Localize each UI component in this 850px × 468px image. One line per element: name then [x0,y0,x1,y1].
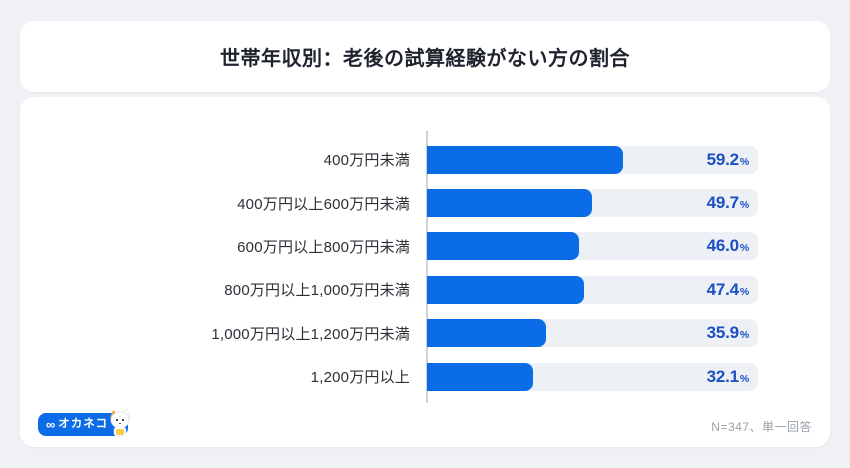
chart-row: 400万円以上600万円未満 49.7 % [20,181,790,224]
value-number: 59.2 [706,149,739,169]
value-label: 46.0 % [706,236,750,256]
category-label: 800万円以上1,000万円未満 [224,282,410,300]
category-label: 1,000万円以上1,200万円未満 [211,325,410,343]
sample-note: N=347、単一回答 [711,420,812,434]
value-number: 46.0 [706,236,739,256]
bar-track: 35.9 % [427,319,758,348]
value-label: 59.2 % [706,149,750,170]
value-number: 47.4 [706,279,739,299]
category-label: 400万円未満 [323,152,410,170]
bar-track: 46.0 % [427,232,758,261]
bar-track: 47.4 % [427,275,758,304]
page-title: 世帯年収別：老後の試算経験がない方の割合 [220,48,630,70]
value-unit: % [739,329,749,342]
value-unit: % [739,372,749,385]
category-label: 400万円以上600万円未満 [237,195,410,213]
title-card: 世帯年収別：老後の試算経験がない方の割合 [20,21,830,92]
bar-fill [427,232,580,261]
bar-fill [427,319,546,348]
value-unit: % [739,155,749,168]
value-number: 49.7 [706,193,739,213]
bar-fill [427,275,584,304]
value-label: 47.4 % [706,279,750,300]
infinity-logo-icon: ∞ [46,417,56,432]
axis-baseline [426,131,428,403]
bar-fill [427,362,534,391]
bar-track: 59.2 % [427,145,758,174]
value-unit: % [739,199,749,212]
chart-rows: 400万円未満 59.2 % 400万円以上600万円未満 49.7 % 600… [20,138,790,398]
bar-track: 49.7 % [427,189,758,218]
okaneko-logo: ∞ オカネコ [38,408,131,437]
value-label: 35.9 % [706,323,750,343]
value-label: 49.7 % [706,193,750,213]
bar-fill [427,145,623,174]
chart-row: 400万円未満 59.2 % [20,138,790,181]
value-unit: % [739,242,749,255]
chart-card: 400万円未満 59.2 % 400万円以上600万円未満 49.7 % 600… [20,97,830,447]
category-label: 1,200万円以上 [310,369,410,387]
chart-row: 1,000万円以上1,200万円未満 35.9 % [20,312,790,355]
value-label: 32.1 % [706,366,750,387]
category-label: 600万円以上800万円未満 [237,238,410,256]
bar-track: 32.1 % [427,362,758,391]
logo-text: オカネコ [58,417,109,430]
cat-mascot-icon [110,408,131,437]
value-number: 32.1 [706,366,739,386]
bar-fill [427,189,592,218]
chart-row: 600万円以上800万円未満 46.0 % [20,225,790,268]
chart-row: 800万円以上1,000万円未満 47.4 % [20,268,790,311]
value-unit: % [739,285,749,298]
chart-row: 1,200万円以上 32.1 % [20,355,790,398]
value-number: 35.9 [706,323,739,343]
